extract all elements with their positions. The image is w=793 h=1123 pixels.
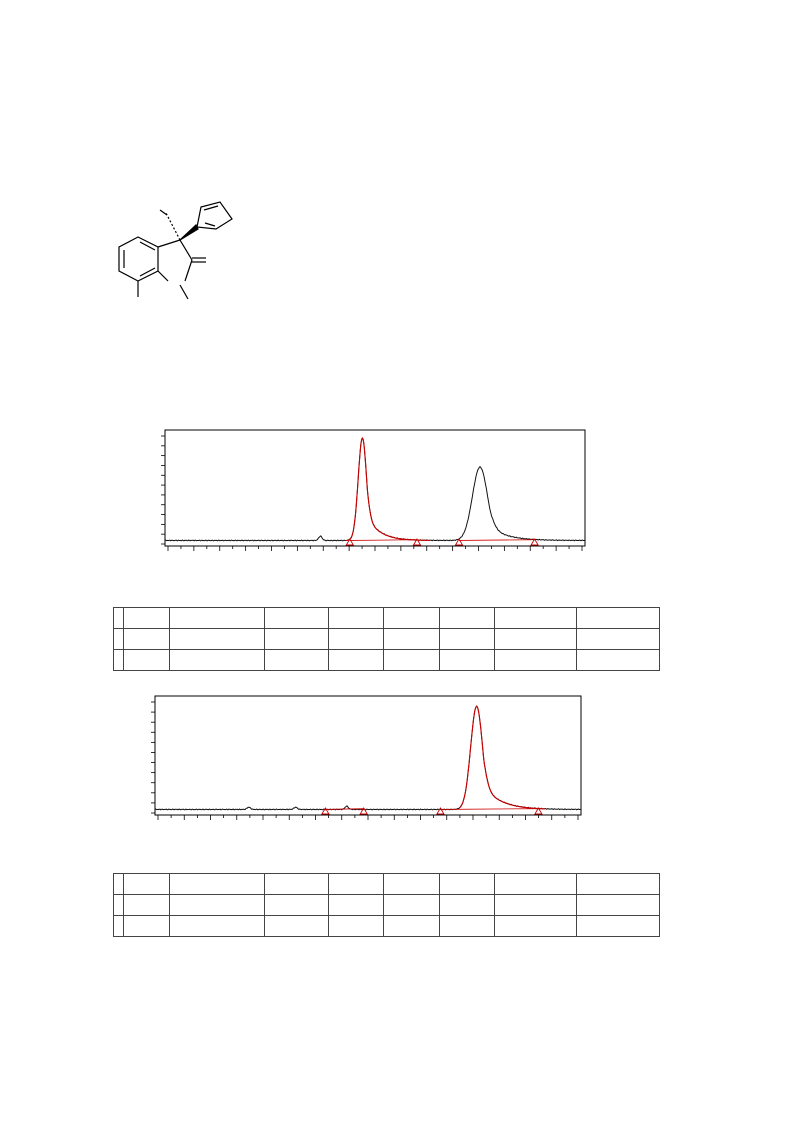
chromatogram-trace — [154, 705, 582, 811]
table-row — [112, 915, 661, 937]
table-cell — [123, 873, 171, 895]
table-cell — [575, 873, 661, 895]
table-cell — [575, 607, 661, 629]
table-cell — [264, 915, 330, 937]
table-cell — [438, 873, 495, 895]
integration-baseline — [349, 539, 418, 541]
chromatogram-1 — [161, 429, 586, 551]
results-table-1 — [112, 607, 661, 671]
table-cell — [575, 894, 661, 916]
table-cell — [112, 628, 125, 650]
integrated-peak — [459, 705, 545, 810]
table-cell — [264, 894, 330, 916]
results-table-2 — [112, 873, 661, 937]
table-cell — [383, 628, 440, 650]
table-cell — [169, 915, 266, 937]
table-row — [112, 607, 661, 629]
table-cell — [264, 628, 330, 650]
table-cell — [112, 894, 125, 916]
table-row — [112, 649, 661, 671]
chromatogram-2 — [151, 695, 582, 820]
integrated-peak — [345, 437, 430, 542]
table-cell — [383, 894, 440, 916]
table-cell — [438, 649, 495, 671]
table-cell — [383, 915, 440, 937]
table-cell — [438, 607, 495, 629]
table-cell — [123, 628, 171, 650]
table-cell — [112, 873, 125, 895]
table-cell — [575, 649, 661, 671]
table-cell — [112, 915, 125, 937]
table-cell — [169, 607, 266, 629]
table-cell — [123, 607, 171, 629]
table-cell — [169, 873, 266, 895]
chromatogram-trace — [164, 437, 586, 542]
table-cell — [328, 873, 385, 895]
table-cell — [493, 649, 577, 671]
furan-ring — [196, 201, 233, 230]
integration-marker — [436, 807, 445, 815]
table-cell — [575, 628, 661, 650]
plot-frame — [164, 429, 586, 547]
table-cell — [169, 649, 266, 671]
integration-marker — [412, 538, 422, 546]
integration-marker — [345, 538, 355, 546]
table-cell — [493, 628, 577, 650]
table-row — [112, 873, 661, 895]
integration-baseline — [325, 808, 364, 810]
integration-marker — [321, 807, 330, 815]
table-cell — [383, 873, 440, 895]
table-row — [112, 894, 661, 916]
table-cell — [264, 873, 330, 895]
chemical-structure — [118, 201, 233, 300]
table-cell — [328, 607, 385, 629]
integration-marker — [359, 807, 369, 815]
table-cell — [169, 894, 266, 916]
table-cell — [493, 607, 577, 629]
table-cell — [123, 894, 171, 916]
table-cell — [493, 915, 577, 937]
table-cell — [264, 607, 330, 629]
table-cell — [264, 649, 330, 671]
table-cell — [493, 894, 577, 916]
table-cell — [383, 649, 440, 671]
table-cell — [328, 894, 385, 916]
table-cell — [328, 915, 385, 937]
table-cell — [438, 628, 495, 650]
table-cell — [575, 915, 661, 937]
benzene-ring — [118, 236, 159, 282]
table-row — [112, 628, 661, 650]
table-cell — [493, 873, 577, 895]
integration-marker — [454, 538, 464, 546]
integration-baseline — [458, 539, 535, 541]
integration-marker — [534, 807, 543, 815]
table-cell — [383, 607, 440, 629]
table-cell — [169, 628, 266, 650]
integration-baseline — [440, 808, 539, 810]
table-cell — [438, 915, 495, 937]
table-cell — [112, 649, 125, 671]
table-cell — [328, 628, 385, 650]
table-cell — [328, 649, 385, 671]
table-cell — [123, 649, 171, 671]
integration-marker — [530, 538, 539, 546]
plot-frame — [154, 695, 582, 816]
table-cell — [123, 915, 171, 937]
table-cell — [438, 894, 495, 916]
table-cell — [112, 607, 125, 629]
